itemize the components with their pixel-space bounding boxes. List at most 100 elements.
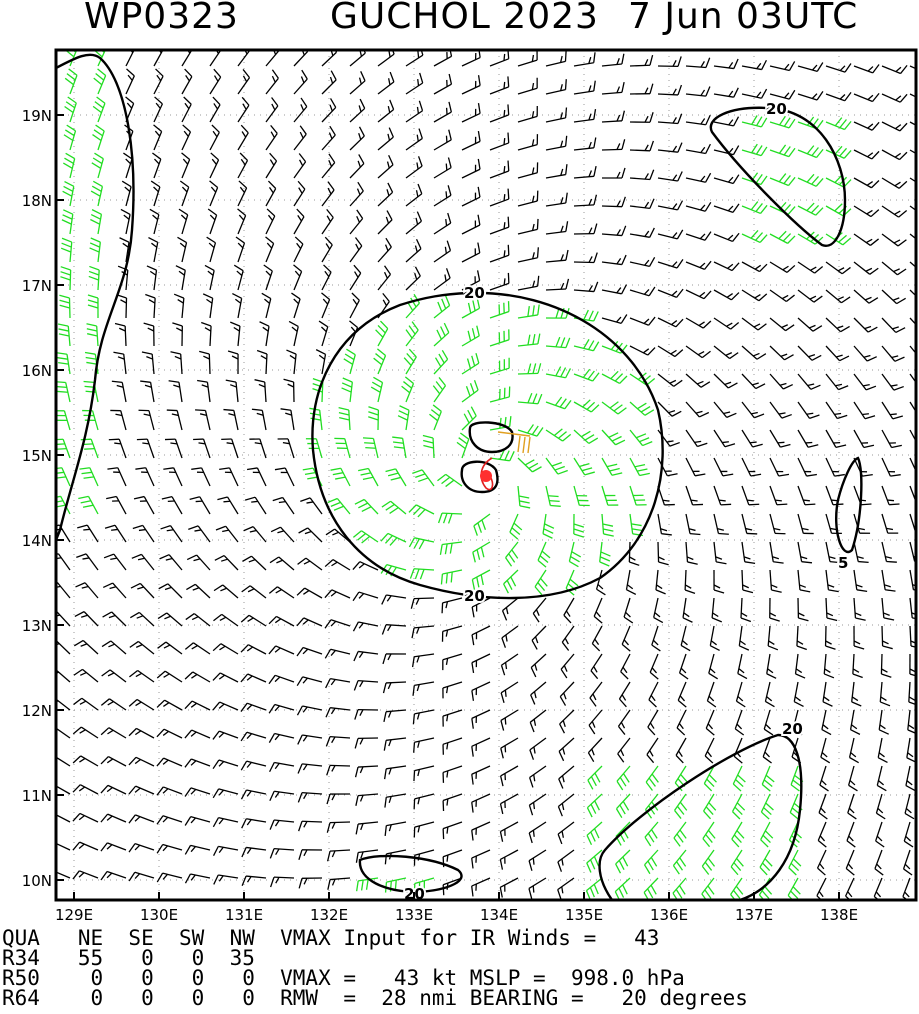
wind-barb bbox=[769, 513, 786, 535]
wind-barb bbox=[685, 201, 712, 212]
wind-barb bbox=[461, 158, 481, 179]
shear-vector bbox=[497, 431, 531, 437]
isotach-label: 20 bbox=[766, 100, 787, 118]
wind-barb bbox=[761, 765, 775, 792]
wind-barb bbox=[240, 644, 267, 655]
wind-barb bbox=[237, 180, 248, 207]
axis-labels: 10N 11N 12N 13N 14N 15N 16N 17N 18N 19N 129E 130E 13… bbox=[22, 107, 858, 924]
wind-barb bbox=[433, 322, 450, 347]
storm-center bbox=[480, 431, 531, 491]
wind-barb bbox=[209, 96, 221, 123]
wind-barb bbox=[181, 68, 193, 95]
wind-barb bbox=[676, 709, 687, 736]
isotach-label: 20 bbox=[782, 720, 803, 738]
wind-barb bbox=[709, 625, 720, 652]
wind-barb bbox=[615, 821, 631, 846]
wind-barb bbox=[164, 438, 183, 459]
wind-barb bbox=[408, 504, 435, 518]
wind-barb bbox=[195, 409, 211, 431]
wind-barb bbox=[159, 554, 183, 571]
wind-barb bbox=[296, 646, 323, 657]
wind-barb bbox=[354, 498, 379, 515]
wind-barb bbox=[629, 140, 655, 152]
wind-barb bbox=[64, 68, 78, 95]
wind-barb bbox=[657, 56, 682, 68]
wind-barb bbox=[825, 457, 845, 477]
wind-barb bbox=[909, 233, 916, 240]
wind-barb bbox=[293, 153, 307, 179]
wind-barb bbox=[517, 363, 542, 375]
wind-barb bbox=[489, 449, 515, 462]
wind-barb bbox=[297, 557, 323, 571]
wind-barb bbox=[265, 236, 275, 263]
wind-barb bbox=[741, 88, 768, 99]
wind-barb bbox=[184, 816, 211, 826]
wind-barb bbox=[213, 584, 239, 599]
center-marker bbox=[480, 470, 492, 482]
wind-barb bbox=[76, 553, 99, 571]
isotach-south-20 bbox=[358, 854, 463, 894]
wind-barb bbox=[853, 513, 871, 534]
wind-barb bbox=[685, 513, 701, 536]
wind-barb bbox=[296, 587, 323, 599]
wind-barb bbox=[293, 264, 303, 291]
wind-barb bbox=[368, 406, 380, 431]
wind-barb bbox=[797, 569, 811, 593]
wind-barb bbox=[349, 71, 366, 95]
wind-barb bbox=[72, 726, 99, 739]
wind-barb bbox=[601, 82, 625, 95]
wind-barb bbox=[875, 821, 885, 848]
wind-barb bbox=[845, 849, 855, 876]
wind-barb bbox=[825, 569, 839, 593]
wind-barb bbox=[321, 70, 337, 95]
wind-barb bbox=[90, 180, 104, 207]
wind-barb bbox=[537, 541, 551, 568]
wind-barb bbox=[296, 676, 323, 687]
wind-barb bbox=[212, 817, 239, 828]
wind-barb bbox=[557, 821, 575, 845]
wind-barb bbox=[293, 236, 304, 263]
wind-barb bbox=[573, 485, 590, 507]
wind-barb bbox=[461, 242, 481, 263]
wind-barb bbox=[769, 401, 792, 419]
wind-barb bbox=[629, 286, 656, 297]
wind-barb bbox=[902, 849, 913, 876]
wind-barb bbox=[617, 709, 631, 735]
wind-barb bbox=[657, 200, 684, 211]
wind-barb bbox=[769, 144, 796, 158]
wind-barb bbox=[655, 569, 666, 595]
wind-barb bbox=[101, 640, 127, 655]
wind-barb bbox=[825, 513, 842, 535]
wind-barb bbox=[615, 793, 631, 819]
lat-tick-label: 13N bbox=[22, 617, 52, 635]
wind-barb bbox=[741, 59, 767, 71]
wind-barb bbox=[573, 368, 600, 382]
wind-barb bbox=[760, 821, 774, 848]
wind-barb bbox=[601, 401, 627, 415]
wind-barb bbox=[145, 293, 156, 319]
wind-barb bbox=[825, 317, 850, 333]
wind-barb bbox=[847, 793, 857, 820]
wind-barb bbox=[413, 793, 435, 810]
wind-barb bbox=[442, 793, 463, 812]
wind-barb bbox=[136, 438, 155, 459]
wind-barb bbox=[324, 619, 351, 629]
wind-barb bbox=[148, 236, 159, 263]
wind-barb bbox=[853, 625, 865, 650]
wind-barb bbox=[573, 108, 597, 123]
wind-barb bbox=[233, 264, 244, 291]
wind-barb bbox=[184, 642, 211, 655]
wind-barb bbox=[377, 265, 392, 291]
wind-barb bbox=[685, 401, 710, 418]
wind-barb bbox=[298, 527, 323, 543]
wind-barb bbox=[355, 849, 379, 863]
wind-barb bbox=[545, 221, 569, 235]
wind-barb bbox=[648, 681, 659, 708]
wind-barb bbox=[769, 373, 794, 390]
wind-barb bbox=[685, 86, 711, 97]
wind-barb bbox=[62, 152, 76, 179]
wind-barb bbox=[296, 705, 323, 716]
wind-barb bbox=[119, 237, 130, 263]
wind-barb bbox=[403, 348, 417, 375]
wind-barb bbox=[825, 597, 838, 622]
